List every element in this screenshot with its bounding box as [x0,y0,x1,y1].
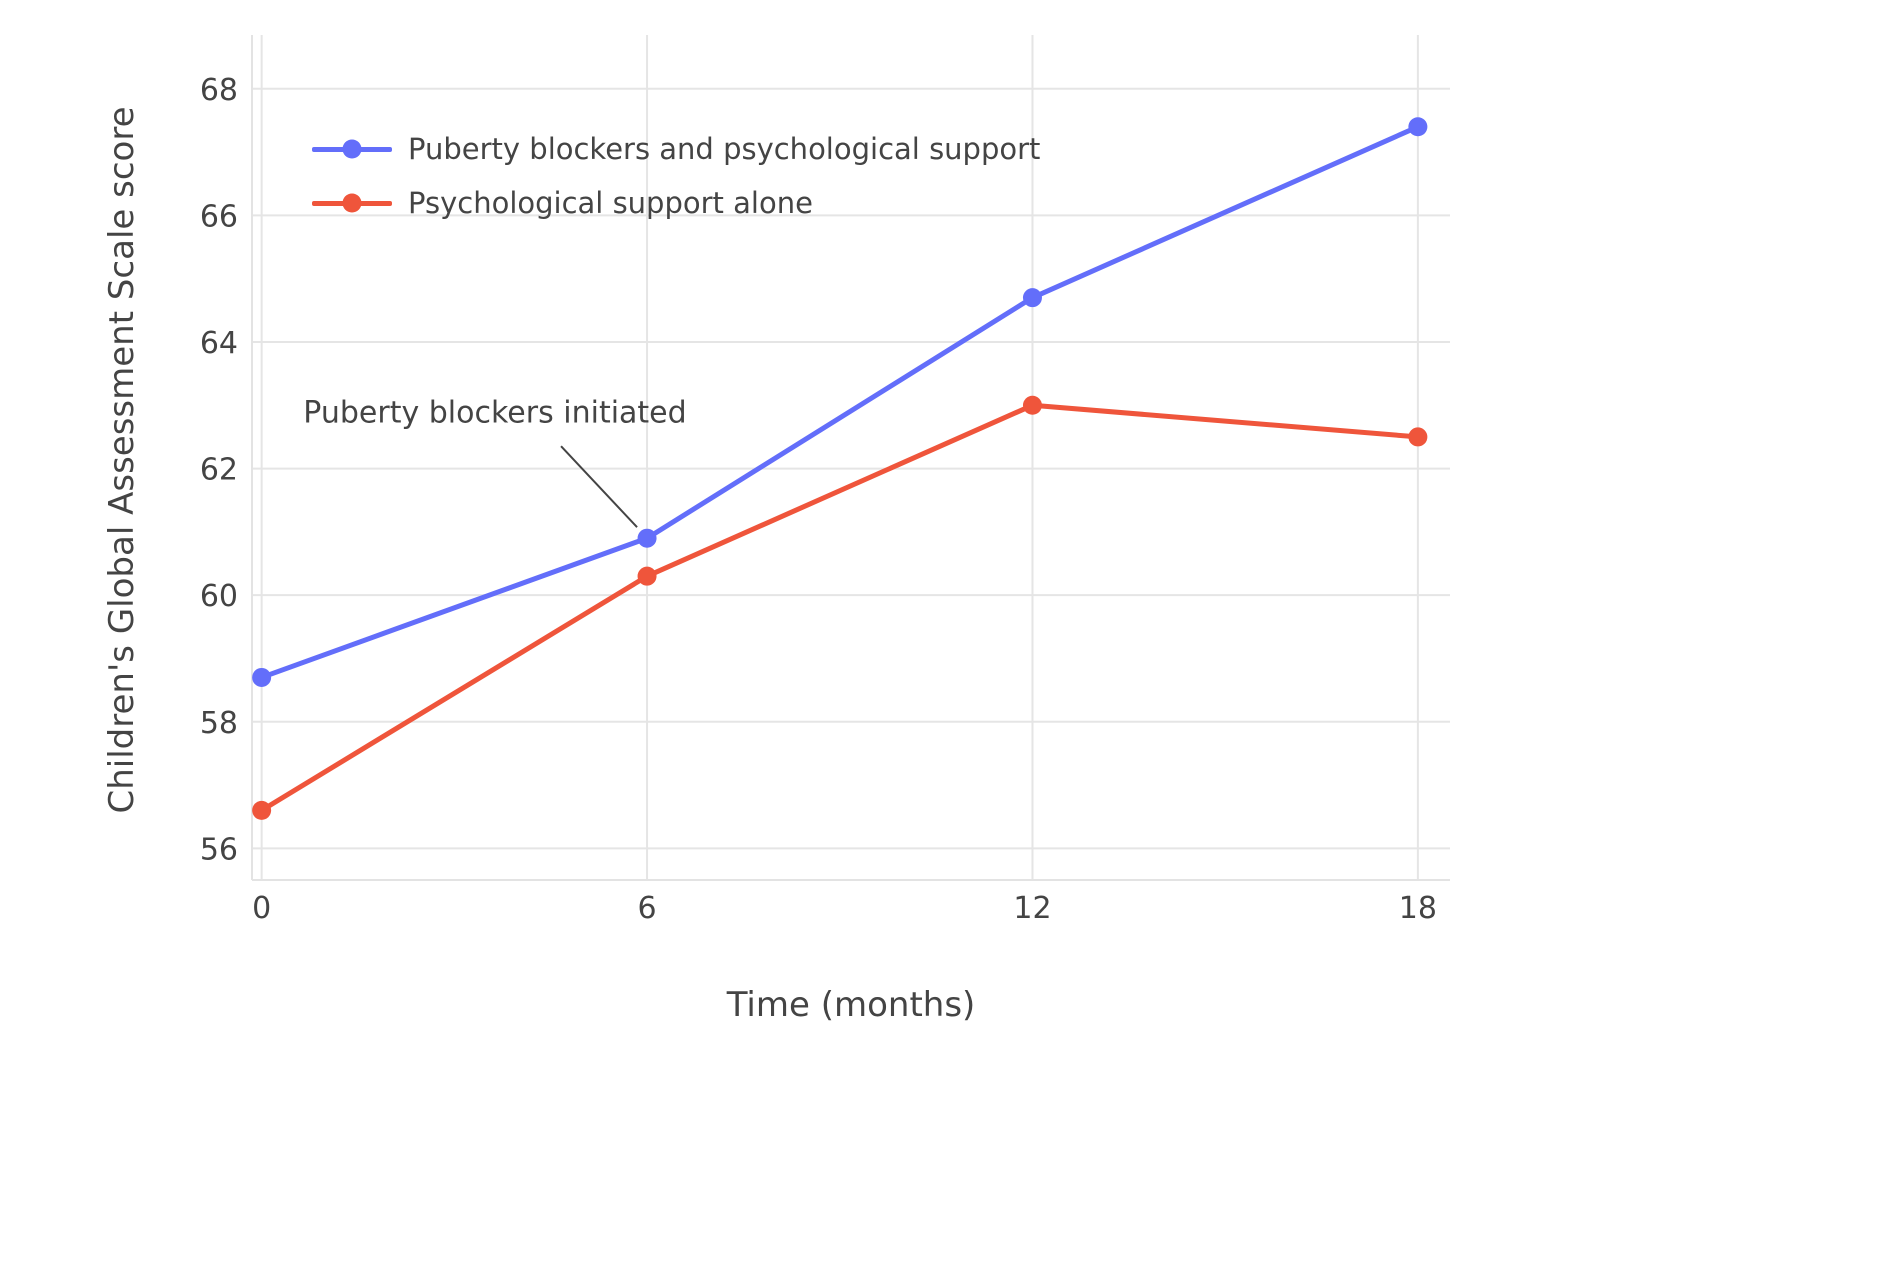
y-tick-label: 68 [200,73,238,108]
legend-item-blockers[interactable]: Puberty blockers and psychological suppo… [312,122,1040,176]
data-point-blockers[interactable] [1408,117,1428,137]
data-point-blockers[interactable] [252,667,272,687]
x-axis-title: Time (months) [726,985,976,1025]
data-point-blockers[interactable] [1022,288,1042,308]
x-tick-label: 12 [1013,891,1051,926]
legend-sample-support [312,193,392,213]
annotation-text: Puberty blockers initiated [303,395,687,431]
legend-label-support: Psychological support alone [408,186,813,220]
legend-item-support[interactable]: Psychological support alone [312,176,1040,230]
legend-dot-icon [342,139,362,159]
y-tick-label: 56 [200,832,238,867]
x-tick-label: 6 [638,891,657,926]
legend-sample-blockers [312,139,392,159]
y-tick-label: 64 [200,326,238,361]
annotation-pointer-line [560,445,638,528]
y-tick-label: 66 [200,199,238,234]
data-point-support[interactable] [637,566,657,586]
x-tick-label: 18 [1399,891,1437,926]
data-point-support[interactable] [252,800,272,820]
y-tick-label: 60 [200,579,238,614]
data-point-support[interactable] [1408,427,1428,447]
legend: Puberty blockers and psychological suppo… [312,122,1040,230]
x-tick-label: 0 [252,891,271,926]
y-tick-label: 62 [200,453,238,488]
y-tick-label: 58 [200,706,238,741]
y-axis-title: Children's Global Assessment Scale score [102,106,142,814]
legend-label-blockers: Puberty blockers and psychological suppo… [408,132,1041,166]
data-point-blockers[interactable] [637,528,657,548]
series-line-support[interactable] [259,402,1421,813]
data-point-support[interactable] [1022,395,1042,415]
legend-dot-icon [342,193,362,213]
series-line-blockers[interactable] [259,124,1421,680]
